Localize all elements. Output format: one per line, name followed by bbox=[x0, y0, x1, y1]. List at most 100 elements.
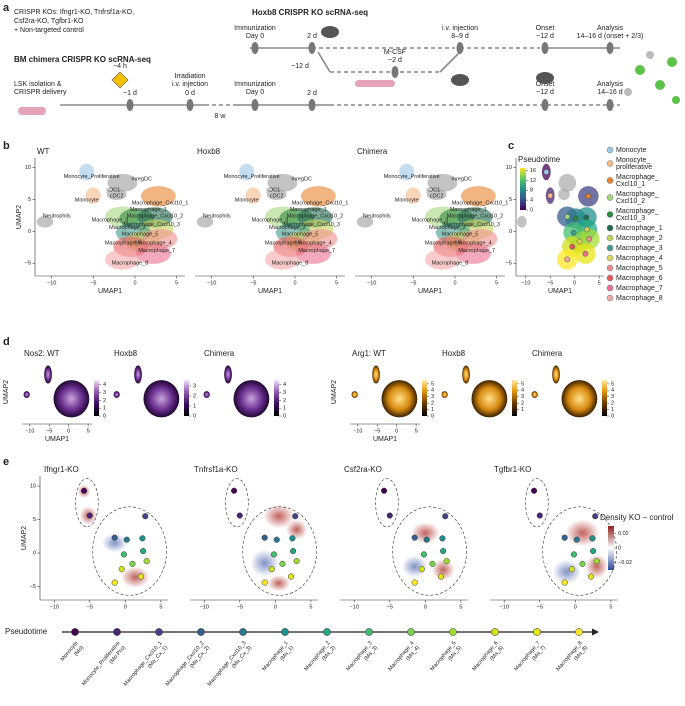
step-label: Irradiation bbox=[174, 73, 205, 80]
x-tick-label: −10 bbox=[350, 604, 359, 610]
x-tick-label: −5 bbox=[537, 604, 543, 610]
x-tick-label: 5 bbox=[459, 604, 462, 610]
cluster-label: Macrophage_3 bbox=[252, 217, 289, 223]
expression-cloud bbox=[441, 391, 448, 399]
step-label: i.v. injection bbox=[442, 25, 478, 32]
cluster-label: Macrophage_Cxcl10_3 bbox=[443, 222, 500, 228]
y-tick-label: −5 bbox=[25, 261, 31, 267]
x-tick-label: −5 bbox=[547, 280, 553, 286]
y-tick-label: 10 bbox=[25, 165, 31, 171]
step-label: Analysis bbox=[597, 25, 624, 32]
step-label: 8–9 d bbox=[451, 33, 469, 40]
centroid bbox=[531, 487, 538, 494]
centroid bbox=[423, 536, 430, 543]
centroid bbox=[568, 566, 575, 573]
cell-cloud bbox=[516, 216, 527, 228]
rotated-label: Macrophage_7(Ma_7) bbox=[513, 640, 547, 672]
x-tick-label: −5 bbox=[374, 428, 380, 434]
cluster-label: Macrophage_7 bbox=[138, 248, 175, 254]
colorbar-tick-label: 0 bbox=[283, 413, 286, 419]
x-tick-label: −10 bbox=[50, 604, 59, 610]
centroid bbox=[564, 256, 571, 263]
y-axis-label: UMAP2 bbox=[331, 380, 338, 404]
y-tick-label: 5 bbox=[509, 197, 512, 203]
outline bbox=[525, 478, 549, 528]
step-label: 2 d bbox=[307, 33, 317, 40]
legend-swatch bbox=[606, 294, 614, 302]
colorbar-tick-label: 4 bbox=[103, 382, 106, 388]
duration: 8 w bbox=[215, 113, 227, 120]
cluster-label: mregDC bbox=[451, 177, 472, 183]
centroid bbox=[576, 238, 583, 245]
expression-cloud bbox=[143, 380, 180, 418]
legend-label: Macrophage_8 bbox=[616, 295, 663, 302]
step-label: Onset bbox=[536, 81, 555, 88]
mouse-icon bbox=[536, 72, 554, 84]
centroid bbox=[268, 566, 275, 573]
density-blob bbox=[552, 559, 582, 584]
panel-a-decor bbox=[18, 51, 680, 115]
x-tick-label: −5 bbox=[250, 280, 256, 286]
colorbar-tick-label: 5 bbox=[431, 381, 434, 387]
timeline bbox=[317, 51, 331, 73]
cluster-label: Neutrophils bbox=[43, 213, 71, 219]
centroid bbox=[120, 551, 127, 558]
expression-cloud bbox=[233, 380, 270, 418]
cell-cloud bbox=[196, 216, 214, 228]
y-tick-label: 10 bbox=[506, 165, 512, 171]
colorbar-tick-label: 8 bbox=[530, 188, 533, 194]
cell-cloud bbox=[405, 187, 421, 204]
colorbar-tick-label: 0.02 bbox=[618, 531, 629, 537]
colorbar-tick-label: 2 bbox=[521, 401, 524, 407]
x-tick-label: −5 bbox=[46, 428, 52, 434]
x-tick-label: 5 bbox=[309, 604, 312, 610]
centroid bbox=[579, 560, 586, 567]
cluster-label: Monocyte bbox=[75, 198, 99, 204]
legend-label: Macrophage_ bbox=[616, 174, 659, 181]
cell-cloud bbox=[356, 216, 374, 228]
expression-cloud bbox=[53, 380, 90, 418]
x-tick-label: −10 bbox=[25, 428, 34, 434]
rotated-label: Macrophage_3(Ma_3) bbox=[345, 640, 379, 672]
cluster-label: Macrophage_2 bbox=[269, 225, 306, 231]
legend-label: Macrophage_2 bbox=[616, 235, 663, 242]
cluster-label: Macrophage_Cxcl10_1 bbox=[452, 201, 509, 207]
centroid bbox=[536, 512, 543, 519]
colorbar-tick-label: 5 bbox=[611, 381, 614, 387]
centroid bbox=[584, 226, 590, 233]
cell-cloud bbox=[425, 249, 460, 270]
panel-title: Arg1: WT bbox=[352, 349, 386, 358]
x-tick-label: −5 bbox=[87, 604, 93, 610]
x-tick-label: 0 bbox=[574, 604, 577, 610]
centroid bbox=[570, 229, 577, 236]
cell-cloud bbox=[300, 186, 336, 207]
x-tick-label: 0 bbox=[133, 280, 136, 286]
timepoint bbox=[126, 99, 134, 111]
x-axis-label: UMAP1 bbox=[45, 436, 69, 443]
colorbar-tick-label: 2 bbox=[611, 401, 614, 407]
expression-cloud bbox=[372, 365, 380, 384]
step-label: 2 d bbox=[307, 90, 317, 97]
colorbar-tick-label: 3 bbox=[103, 390, 106, 396]
cluster-label: Monocyte bbox=[395, 198, 419, 204]
colorbar bbox=[520, 168, 526, 210]
expression-cloud bbox=[531, 391, 538, 399]
centroid bbox=[429, 560, 436, 567]
centroid bbox=[129, 560, 136, 567]
outline bbox=[225, 478, 249, 528]
legend-label: Cxcl10_3 bbox=[616, 215, 645, 222]
panel-letter: d bbox=[3, 336, 10, 348]
centroid bbox=[572, 215, 579, 222]
step-label: ~12 d bbox=[536, 33, 554, 40]
centroid bbox=[590, 548, 597, 555]
rotated-label: Macrophage_4(Ma_4) bbox=[387, 640, 421, 672]
cluster-label: Macrophage_6 bbox=[265, 240, 302, 246]
cell-cloud bbox=[455, 243, 491, 264]
cluster-label: Macrophage_8 bbox=[432, 261, 469, 267]
y-tick-label: 0 bbox=[509, 229, 512, 235]
cluster-label: Macrophage_Cxcl10_2 bbox=[127, 213, 184, 219]
rotated-label: Macrophage_5(Ma_5) bbox=[429, 640, 463, 672]
legend-swatch bbox=[606, 254, 614, 262]
colorbar-tick-label: 0 bbox=[431, 413, 434, 419]
